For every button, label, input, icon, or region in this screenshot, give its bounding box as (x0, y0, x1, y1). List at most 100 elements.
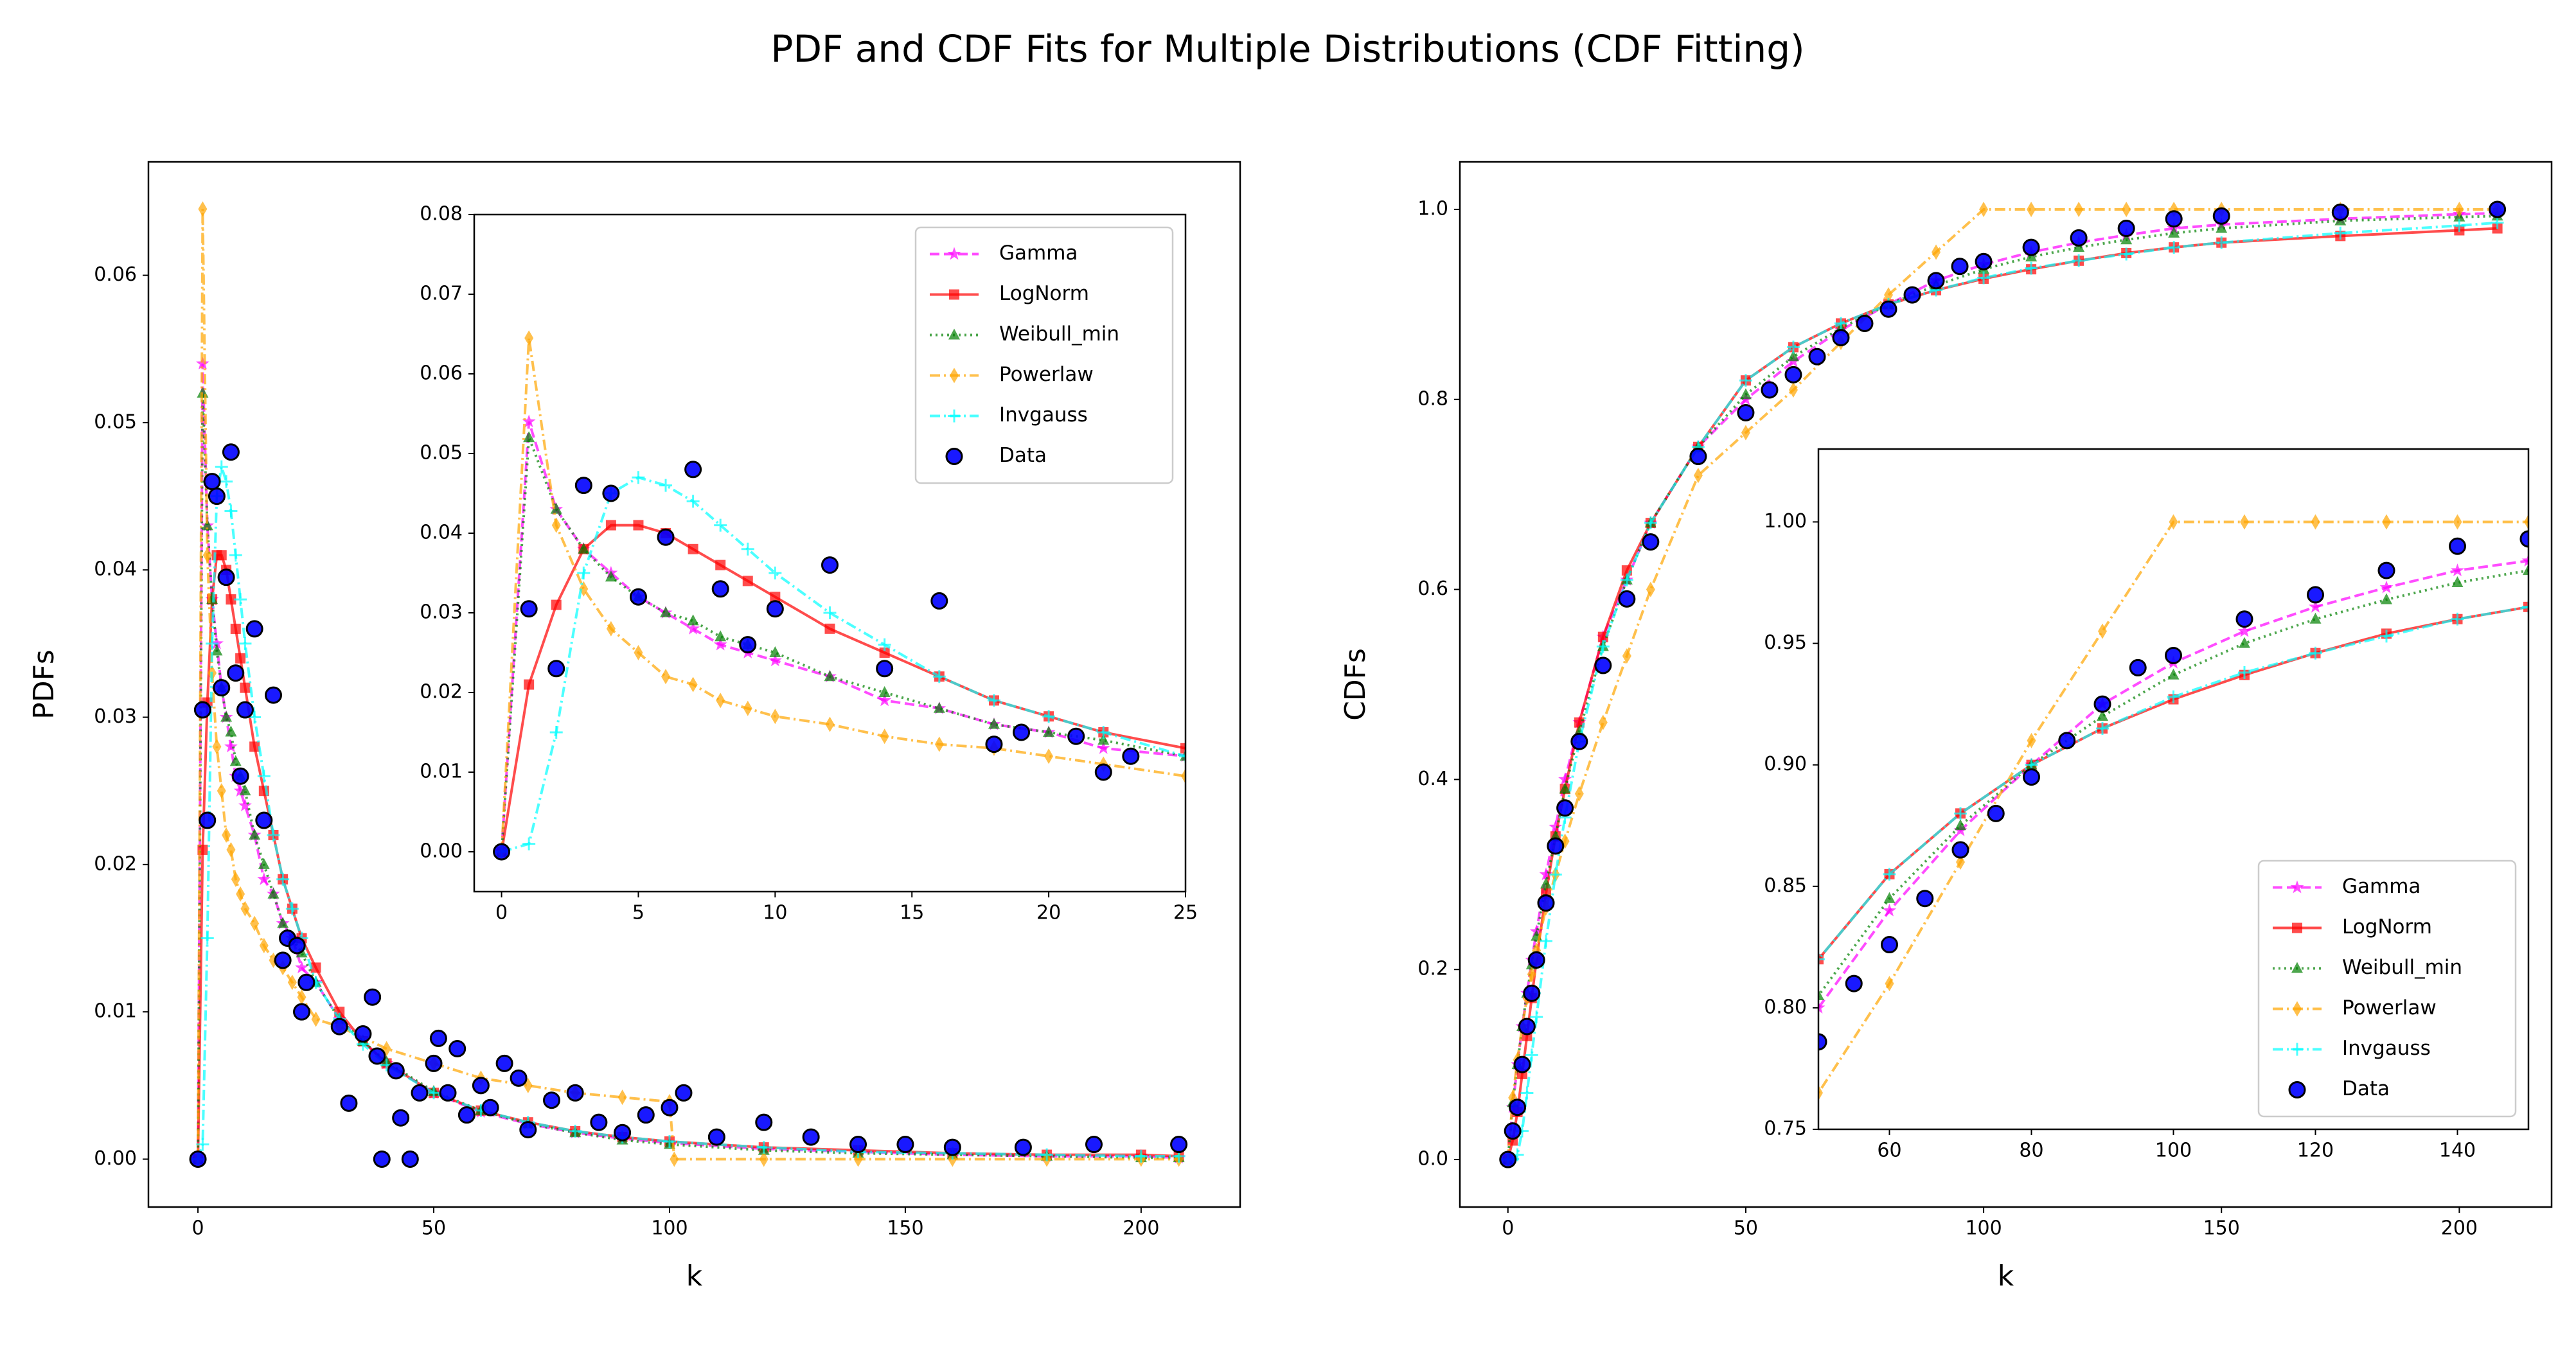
marker-plus (1097, 726, 1110, 739)
legend-label: Gamma (999, 242, 1078, 265)
marker-circle (755, 1113, 773, 1131)
marker-diamond (1741, 425, 1750, 441)
y-tick-label: 0.6 (1417, 578, 1448, 600)
y-tick-label: 0.03 (420, 601, 463, 624)
marker-plus (1596, 640, 1610, 653)
marker-plus (2522, 600, 2528, 613)
figure-title: PDF and CDF Fits for Multiple Distributi… (770, 27, 1804, 71)
marker-plus (1620, 573, 1633, 586)
marker-diamond (880, 728, 889, 745)
marker-triangle (267, 887, 280, 899)
marker-circle (2022, 238, 2040, 256)
marker-plus (2238, 666, 2251, 679)
marker-square (715, 560, 726, 570)
marker-circle (1689, 448, 1707, 466)
marker-triangle (201, 519, 213, 531)
marker-plus (987, 694, 1000, 707)
x-tick-label: 0 (1502, 1217, 1514, 1240)
marker-diamond (853, 1151, 863, 1167)
marker-circle (1951, 841, 1969, 859)
marker-square (230, 623, 241, 634)
y-tick-label: 0.01 (420, 761, 463, 783)
marker-circle (213, 679, 231, 697)
marker-diamond (617, 1089, 627, 1106)
marker-plus (285, 902, 299, 915)
marker-circle (222, 443, 240, 461)
marker-star (2451, 563, 2464, 576)
marker-plus (932, 670, 946, 683)
marker-diamond (661, 669, 671, 685)
marker-plus (686, 495, 700, 508)
x-tick-label: 150 (2203, 1217, 2240, 1240)
marker-circle (707, 1128, 725, 1146)
marker-circle (227, 664, 245, 682)
marker-triangle (1540, 877, 1552, 889)
marker-circle (602, 484, 620, 502)
marker-square (605, 520, 616, 531)
marker-circle (1518, 1018, 1536, 1036)
marker-diamond (670, 1151, 679, 1167)
marker-triangle (220, 710, 233, 722)
series-line (197, 466, 1179, 1160)
marker-diamond (825, 716, 835, 732)
marker-circle (2023, 768, 2040, 786)
marker-square (1180, 743, 1186, 754)
marker-square (824, 623, 835, 634)
marker-plus (1520, 1086, 1534, 1100)
marker-circle (1881, 936, 1898, 954)
marker-circle (1832, 329, 1850, 347)
marker-diamond (551, 517, 561, 533)
marker-circle (364, 988, 382, 1006)
marker-plus (1786, 340, 1800, 354)
marker-triangle (715, 630, 727, 642)
legend-box (2257, 860, 2517, 1118)
marker-circle (354, 1025, 372, 1043)
marker-circle (675, 1084, 693, 1102)
marker-circle (1975, 252, 1993, 270)
marker-circle (368, 1047, 386, 1065)
legend-marker (945, 448, 963, 465)
y-tick-label: 0.00 (420, 840, 463, 863)
x-tick-label: 100 (2155, 1140, 2192, 1162)
marker-triangle (1818, 989, 1824, 1000)
plot-content (1499, 200, 2507, 1168)
marker-circle (288, 937, 306, 955)
marker-plus (2380, 630, 2393, 643)
marker-star (1818, 1000, 1825, 1014)
marker-star (1539, 867, 1553, 881)
marker-plus (220, 475, 233, 488)
marker-circle (637, 1106, 655, 1124)
marker-triangle (824, 670, 836, 682)
marker-circle (264, 686, 282, 704)
x-tick-label: 200 (2441, 1217, 2478, 1240)
marker-circle (411, 1084, 429, 1102)
marker-star (2379, 580, 2394, 594)
marker-diamond (297, 989, 306, 1005)
marker-triangle (211, 644, 223, 656)
marker-plus (1549, 868, 1562, 881)
marker-circle (510, 1069, 528, 1087)
marker-circle (2165, 210, 2183, 228)
marker-circle (293, 1003, 311, 1021)
marker-triangle (2381, 593, 2392, 604)
y-tick-label: 0.04 (94, 558, 137, 581)
marker-triangle (2167, 668, 2180, 680)
marker-circle (429, 1029, 447, 1047)
marker-star (878, 693, 892, 707)
marker-circle (849, 1136, 867, 1154)
series-line (1818, 559, 2528, 1010)
marker-circle (1818, 1033, 1827, 1051)
marker-diamond (226, 842, 236, 858)
marker-circle (373, 1150, 391, 1168)
marker-plus (1042, 710, 1056, 723)
marker-diamond (2027, 201, 2036, 217)
marker-plus (1525, 1048, 1538, 1062)
y-tick-label: 0.4 (1417, 768, 1448, 790)
marker-circle (330, 1018, 348, 1036)
marker-diamond (1646, 581, 1655, 597)
marker-circle (520, 600, 538, 618)
marker-plus (1530, 1010, 1543, 1024)
marker-circle (2212, 207, 2230, 225)
marker-triangle (2097, 710, 2108, 721)
marker-diamond (743, 700, 752, 716)
